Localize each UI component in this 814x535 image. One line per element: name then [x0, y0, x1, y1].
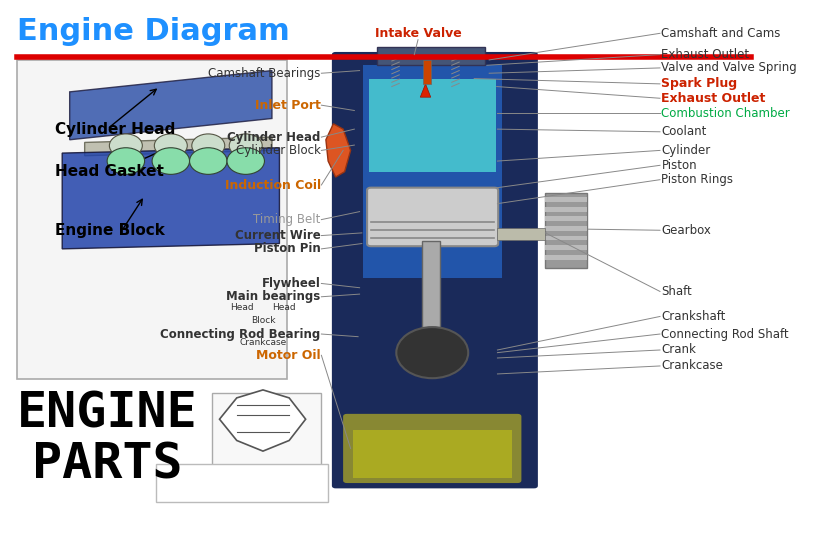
Text: Exhaust Outlet: Exhaust Outlet: [662, 92, 766, 105]
Text: Spark Plug: Spark Plug: [662, 78, 737, 90]
Text: Cylinder: Cylinder: [662, 144, 711, 157]
Polygon shape: [62, 148, 279, 249]
FancyBboxPatch shape: [363, 65, 502, 278]
Circle shape: [152, 148, 190, 174]
Text: Connecting Rod Shaft: Connecting Rod Shaft: [662, 327, 789, 341]
FancyBboxPatch shape: [367, 188, 498, 246]
FancyBboxPatch shape: [212, 393, 321, 486]
Circle shape: [107, 148, 145, 174]
Polygon shape: [85, 137, 272, 156]
Text: Block: Block: [251, 316, 275, 325]
Text: Crankshaft: Crankshaft: [662, 310, 726, 323]
Text: Exhaust Outlet: Exhaust Outlet: [662, 48, 750, 61]
Text: Motor Oil: Motor Oil: [256, 349, 321, 362]
Circle shape: [227, 148, 265, 174]
Text: Cylinder Block: Cylinder Block: [236, 144, 321, 157]
FancyBboxPatch shape: [497, 228, 545, 240]
FancyBboxPatch shape: [545, 193, 587, 268]
Text: Crank: Crank: [662, 343, 696, 356]
Text: Timing Belt: Timing Belt: [253, 213, 321, 226]
Circle shape: [396, 327, 468, 378]
Text: Head: Head: [272, 303, 295, 312]
Text: Valve and Valve Spring: Valve and Valve Spring: [662, 62, 797, 74]
Text: Coolant: Coolant: [662, 125, 707, 138]
Circle shape: [192, 134, 225, 157]
Text: Camshaft and Cams: Camshaft and Cams: [662, 27, 781, 40]
Polygon shape: [326, 124, 351, 177]
Text: Head Gasket: Head Gasket: [55, 164, 164, 179]
FancyBboxPatch shape: [17, 60, 287, 379]
FancyBboxPatch shape: [352, 430, 512, 478]
Text: Crankcase: Crankcase: [662, 360, 724, 372]
Circle shape: [230, 134, 262, 157]
Text: Induction Coil: Induction Coil: [225, 179, 321, 192]
FancyBboxPatch shape: [422, 241, 440, 339]
Circle shape: [190, 148, 227, 174]
Text: Connecting Rod Bearing: Connecting Rod Bearing: [160, 327, 321, 341]
Text: Current Wire: Current Wire: [235, 229, 321, 242]
FancyBboxPatch shape: [377, 47, 485, 65]
Text: Head: Head: [230, 303, 254, 312]
Text: Intake Valve: Intake Valve: [374, 27, 462, 40]
Text: Engine Block: Engine Block: [55, 223, 164, 238]
Polygon shape: [420, 84, 431, 97]
Text: Crankcase: Crankcase: [239, 338, 287, 347]
Text: Main bearings: Main bearings: [226, 291, 321, 303]
Text: Shaft: Shaft: [662, 285, 692, 298]
FancyBboxPatch shape: [344, 414, 522, 483]
Text: Piston Rings: Piston Rings: [662, 173, 733, 186]
Text: ENGINE: ENGINE: [17, 390, 198, 438]
Text: Inlet Port: Inlet Port: [255, 98, 321, 112]
FancyBboxPatch shape: [423, 60, 431, 84]
Text: PARTS: PARTS: [32, 440, 182, 488]
Polygon shape: [220, 390, 305, 451]
Polygon shape: [70, 71, 272, 140]
Text: Flywheel: Flywheel: [262, 277, 321, 290]
Text: Cylinder Head: Cylinder Head: [55, 121, 175, 136]
Text: Gearbox: Gearbox: [662, 224, 711, 237]
FancyBboxPatch shape: [332, 52, 538, 488]
Circle shape: [155, 134, 187, 157]
Text: Engine Diagram: Engine Diagram: [17, 17, 290, 47]
Text: Piston Pin: Piston Pin: [254, 242, 321, 255]
Text: Combustion Chamber: Combustion Chamber: [662, 106, 790, 120]
Text: Cylinder Head: Cylinder Head: [227, 131, 321, 143]
FancyBboxPatch shape: [369, 79, 496, 172]
Circle shape: [109, 134, 142, 157]
FancyBboxPatch shape: [155, 464, 328, 502]
Text: Camshaft Bearings: Camshaft Bearings: [208, 67, 321, 80]
Text: Piston: Piston: [662, 159, 697, 172]
